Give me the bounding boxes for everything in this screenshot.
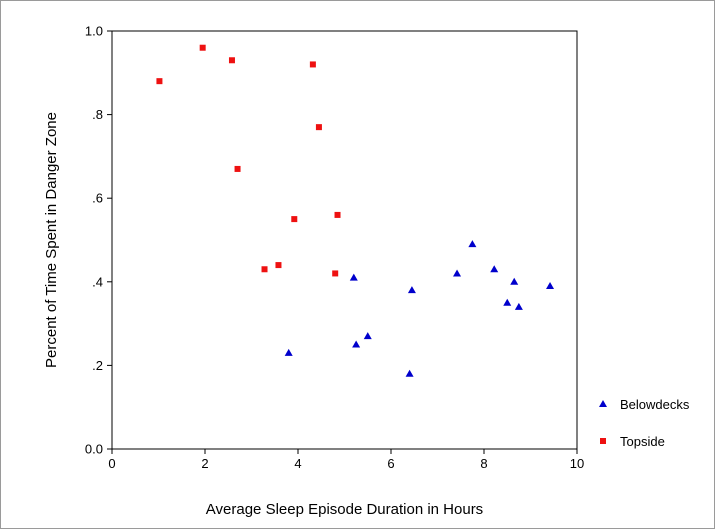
x-axis-title: Average Sleep Episode Duration in Hours <box>206 501 483 518</box>
point-belowdecks <box>453 269 462 277</box>
point-belowdecks <box>546 281 555 289</box>
point-belowdecks <box>514 302 523 310</box>
y-tick-label: 0.0 <box>85 442 103 457</box>
point-topside <box>332 270 339 277</box>
point-topside <box>291 216 298 223</box>
point-topside <box>309 61 316 68</box>
legend: Belowdecks Topside <box>599 397 690 449</box>
y-axis-ticks: 0.0 .2 .4 .6 .8 1.0 <box>85 24 112 457</box>
y-tick-label: .4 <box>92 274 103 289</box>
point-belowdecks <box>503 298 512 306</box>
point-topside <box>234 165 241 172</box>
y-axis-title: Percent of Time Spent in Danger Zone <box>43 112 60 368</box>
point-belowdecks <box>490 265 499 273</box>
legend-marker-belowdecks <box>599 400 607 407</box>
x-tick-label: 2 <box>201 456 208 471</box>
plot-area <box>111 30 578 450</box>
point-belowdecks <box>284 348 293 356</box>
point-belowdecks <box>405 369 414 377</box>
data-points <box>156 44 555 377</box>
point-topside <box>156 78 163 85</box>
x-tick-label: 6 <box>387 456 394 471</box>
y-tick-label: .2 <box>92 358 103 373</box>
point-topside <box>334 211 341 218</box>
legend-label-topside: Topside <box>620 434 665 449</box>
point-topside <box>315 124 322 131</box>
point-belowdecks <box>468 240 477 248</box>
point-topside <box>228 57 235 64</box>
point-topside <box>275 262 282 269</box>
y-tick-label: .6 <box>92 191 103 206</box>
point-belowdecks <box>407 286 416 294</box>
legend-label-belowdecks: Belowdecks <box>620 397 690 412</box>
point-belowdecks <box>510 277 519 285</box>
y-tick-label: .8 <box>92 107 103 122</box>
point-topside <box>261 266 268 273</box>
point-belowdecks <box>363 332 372 340</box>
legend-marker-topside <box>600 438 606 444</box>
point-topside <box>199 44 206 51</box>
x-tick-label: 0 <box>108 456 115 471</box>
x-axis-ticks: 0 2 4 6 8 10 <box>108 449 584 471</box>
x-tick-label: 10 <box>570 456 584 471</box>
x-tick-label: 4 <box>294 456 301 471</box>
x-tick-label: 8 <box>480 456 487 471</box>
point-belowdecks <box>352 340 361 348</box>
point-belowdecks <box>349 273 358 281</box>
y-tick-label: 1.0 <box>85 24 103 39</box>
